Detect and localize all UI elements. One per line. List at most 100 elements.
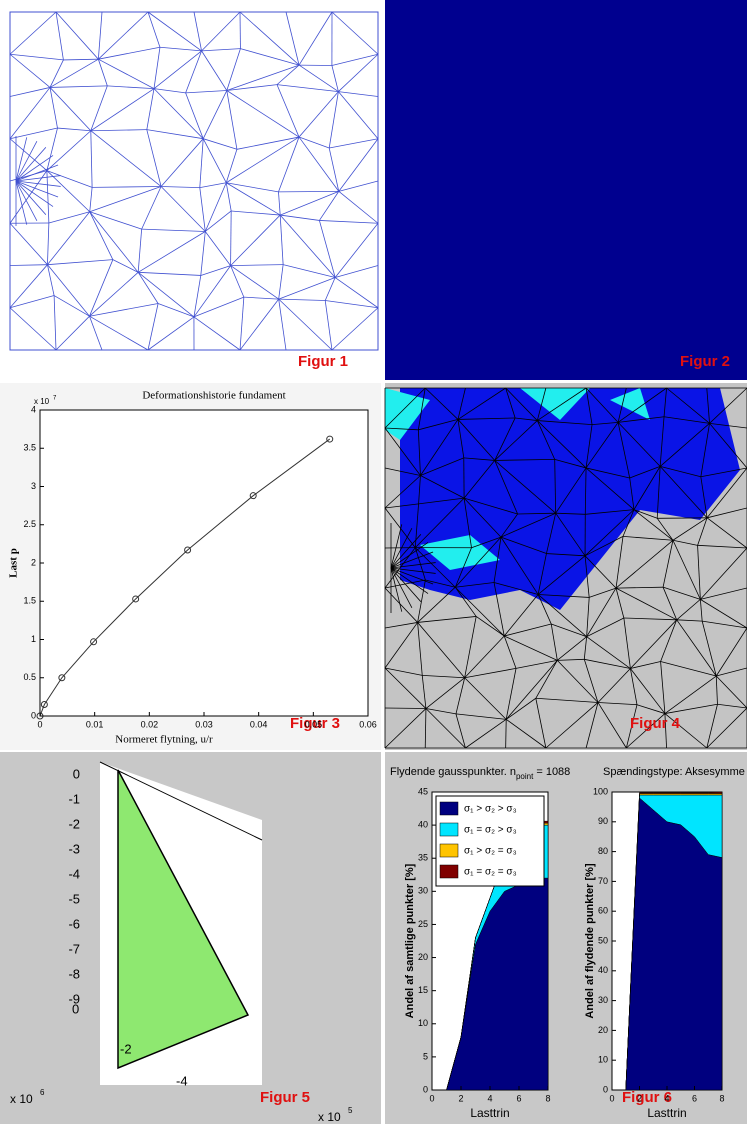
- mesh-edge: [625, 704, 638, 749]
- mesh-edge: [47, 264, 90, 317]
- mesh-edge: [9, 295, 55, 309]
- mesh-edge: [706, 704, 718, 749]
- mesh-edge: [455, 586, 505, 637]
- mesh-edge: [464, 667, 517, 679]
- y-tick-label: 0: [31, 710, 36, 720]
- mesh-edge: [55, 11, 64, 60]
- mesh-edge: [47, 222, 50, 265]
- mesh-edge: [338, 138, 379, 192]
- mesh-edge: [494, 460, 556, 514]
- mesh-edge: [278, 264, 284, 300]
- mesh-edge: [537, 555, 586, 595]
- x-tick-label: 4: [487, 1093, 492, 1103]
- mesh-edge: [319, 220, 336, 278]
- figure-label: Figur 2: [680, 353, 730, 370]
- mesh-edge: [500, 536, 547, 554]
- mesh-edge: [425, 708, 466, 749]
- mesh-edge: [390, 534, 422, 569]
- mesh-edge: [629, 477, 635, 510]
- mesh-edge: [493, 582, 505, 637]
- mesh-edge: [584, 536, 624, 557]
- mesh-edge: [9, 11, 57, 55]
- mesh-edge: [457, 387, 506, 420]
- mesh-edge: [517, 512, 556, 515]
- mesh-edge: [278, 136, 300, 193]
- data-point: [249, 492, 257, 500]
- mesh-edge: [338, 191, 379, 224]
- mesh-edge: [298, 11, 333, 66]
- mesh-edge: [276, 84, 339, 92]
- mesh-edge: [585, 467, 630, 479]
- z-tick-label: 0: [73, 766, 80, 781]
- mesh-edge: [463, 497, 518, 515]
- mesh-edge: [585, 509, 634, 515]
- mesh-edge: [557, 658, 585, 661]
- mesh-edge: [585, 387, 619, 423]
- y-tick-label: 50: [598, 935, 608, 945]
- mesh-edge: [89, 187, 93, 212]
- mesh-edge: [706, 507, 747, 519]
- mesh-edge: [185, 50, 202, 94]
- title-subscript: point: [516, 772, 534, 781]
- figure-label: Figur 4: [630, 715, 681, 732]
- mesh-edge: [709, 387, 747, 424]
- mesh-edge: [390, 567, 429, 594]
- mesh-edge: [384, 587, 418, 623]
- mesh-edge: [98, 11, 149, 60]
- mesh-edge: [89, 211, 142, 230]
- mesh-edge: [202, 90, 228, 139]
- mesh-edge: [505, 719, 507, 749]
- mesh-edge: [231, 210, 281, 216]
- yield-surface: [117, 769, 250, 1070]
- mesh-edge: [204, 231, 231, 266]
- x-tick-label: 0: [37, 719, 42, 729]
- mesh-edge: [463, 498, 472, 548]
- y-tick-label: 30: [598, 995, 608, 1005]
- mesh-edge: [9, 222, 48, 265]
- mesh-edge: [384, 708, 427, 749]
- mesh-edge: [660, 619, 678, 662]
- mesh-edge: [584, 509, 635, 557]
- mesh-edge: [615, 539, 674, 589]
- mesh-edge: [90, 130, 162, 187]
- y-tick-label: 4: [31, 404, 36, 414]
- mesh-edge: [390, 567, 413, 609]
- mesh-edge: [279, 215, 284, 265]
- mesh-edge: [201, 48, 241, 52]
- mesh-edge: [89, 186, 162, 213]
- mesh-edge: [239, 297, 245, 351]
- mesh-edge: [464, 635, 505, 679]
- data-point: [58, 674, 66, 682]
- mesh-edge: [390, 567, 403, 612]
- mesh-edge: [331, 11, 379, 55]
- y-tick-label: 1: [31, 634, 36, 644]
- mesh-edge: [98, 58, 155, 90]
- x-tick-label: 8: [719, 1093, 724, 1103]
- mesh-edge: [585, 422, 619, 469]
- mesh-edge: [515, 659, 558, 669]
- mesh-edge: [504, 623, 552, 637]
- x-tick-label: 0.05: [305, 719, 323, 729]
- mesh-edge: [537, 553, 547, 595]
- mesh-edge: [702, 620, 747, 629]
- mesh-edge: [15, 180, 61, 187]
- mesh-edge: [298, 136, 340, 192]
- mesh-edge: [153, 88, 204, 139]
- mesh-edge: [204, 182, 227, 232]
- mesh-edge: [455, 582, 495, 588]
- mesh-edge: [537, 594, 552, 625]
- mesh-edge: [457, 387, 466, 420]
- mesh-edge: [280, 190, 339, 216]
- mesh-edge: [554, 459, 557, 514]
- mesh-edge: [672, 539, 698, 546]
- mesh-edge: [664, 675, 717, 714]
- mesh-edge: [493, 582, 539, 595]
- mesh-edge: [46, 127, 58, 171]
- x-tick-label: 0: [609, 1093, 614, 1103]
- mesh-edge: [384, 387, 426, 429]
- mesh-edge: [147, 11, 202, 52]
- mesh-edge: [715, 627, 747, 677]
- mesh-edge: [15, 180, 54, 207]
- legend-swatch: [439, 843, 459, 858]
